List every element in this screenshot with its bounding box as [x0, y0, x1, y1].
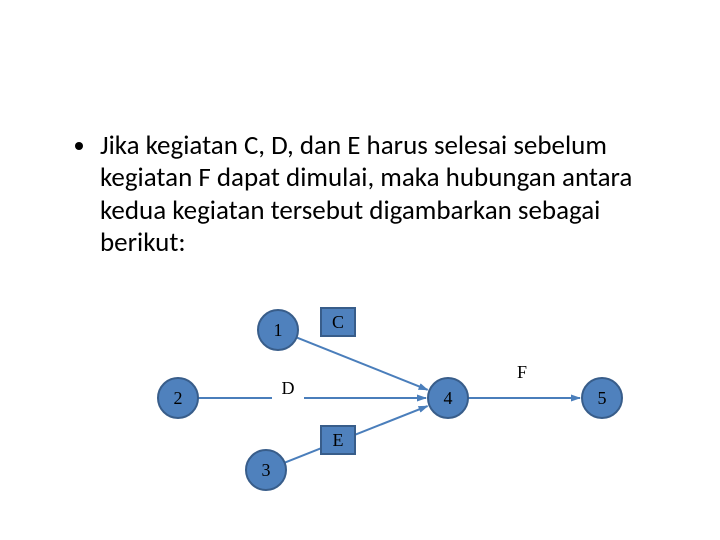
- edge-label-F: F: [506, 359, 538, 385]
- edge-label-C: C: [320, 307, 356, 337]
- node-label-4: 4: [444, 388, 453, 408]
- node-label-2: 2: [174, 388, 183, 408]
- node-label-1: 1: [274, 320, 283, 340]
- edge-1-4: [297, 337, 428, 389]
- edge-label-D: D: [272, 375, 304, 401]
- node-label-5: 5: [598, 388, 607, 408]
- network-diagram: 1 2 3 4 5: [0, 0, 720, 540]
- node-label-3: 3: [262, 460, 271, 480]
- edge-3-4: [285, 406, 428, 463]
- edge-label-E: E: [320, 425, 356, 455]
